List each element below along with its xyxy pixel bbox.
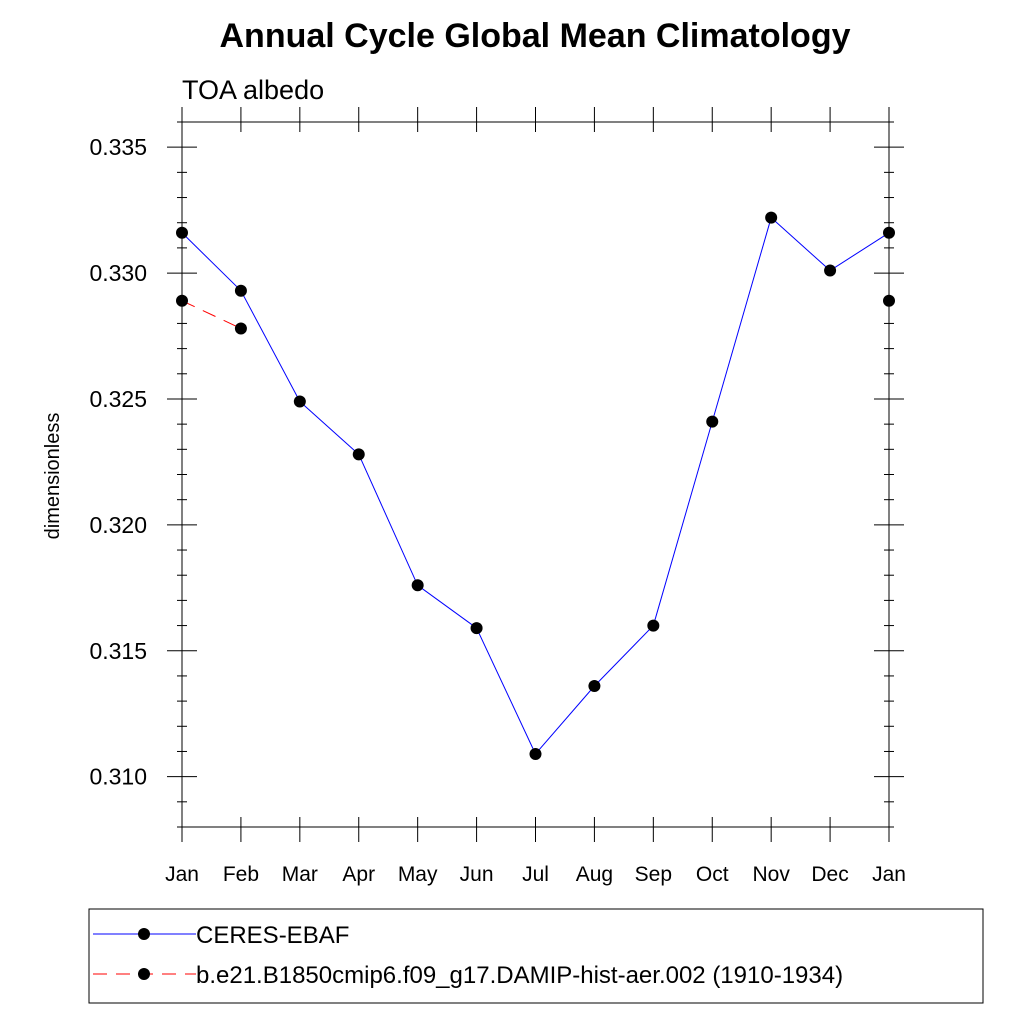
series-0-point (883, 226, 895, 239)
series-0-point (588, 680, 601, 692)
series-0 (176, 211, 895, 760)
series-0-segment (711, 217, 772, 422)
legend-label-ceres: CERES-EBAF (196, 922, 349, 949)
y-tick-label: 0.335 (89, 134, 147, 160)
y-axis-label: dimensionless (42, 413, 64, 540)
x-tick-label: Dec (811, 863, 848, 886)
series-0-point (176, 226, 188, 239)
series-0-point (765, 211, 778, 224)
series-0-segment (358, 454, 419, 586)
series-1-point (234, 322, 247, 335)
series-0-point (411, 579, 424, 592)
series-0-point (529, 747, 542, 760)
chart-title: Annual Cycle Global Mean Climatology (220, 17, 851, 55)
series-0-segment (417, 584, 477, 629)
x-tick-label: Aug (576, 863, 613, 886)
x-tick-label: Feb (223, 863, 259, 886)
legend-entry-ceres: CERES-EBAF (93, 922, 349, 949)
series-0-segment (240, 290, 301, 402)
series-1-segment (181, 300, 242, 329)
y-tick-label: 0.315 (89, 638, 147, 664)
series-0-point (234, 284, 247, 297)
series-0-point (647, 619, 660, 632)
legend-marker-model (138, 968, 150, 980)
series-1-point (883, 294, 895, 307)
series-1 (176, 294, 895, 335)
x-tick-label: Jun (460, 863, 494, 886)
series-0-segment (652, 421, 713, 626)
y-tick-label: 0.330 (89, 260, 147, 286)
series-0-point (706, 415, 719, 428)
series-0-segment (535, 685, 595, 755)
ticks-layer: 0.310 0.315 0.320 0.325 0.330 0.335 Jan Feb Mar A… (89, 107, 906, 886)
legend-entry-model: b.e21.B1850cmip6.f09_g17.DAMIP-hist-aer.… (93, 962, 843, 989)
x-tick-label: May (398, 863, 438, 886)
series-0-segment (299, 401, 360, 455)
x-tick-label: Nov (752, 863, 790, 886)
x-tick-label: Mar (282, 863, 318, 886)
series-0-segment (594, 625, 654, 687)
legend-marker-ceres (138, 928, 150, 940)
series-0-point (293, 395, 306, 408)
chart-subtitle: TOA albedo (182, 75, 324, 105)
y-tick-label: 0.310 (89, 764, 147, 790)
series-0-point (470, 622, 483, 635)
series-0-point (824, 264, 837, 277)
series-0-segment (829, 232, 890, 271)
x-tick-label: Oct (696, 863, 729, 886)
y-tick-label: 0.320 (89, 512, 147, 538)
series-layer (176, 211, 895, 760)
legend-box (88, 908, 984, 1004)
y-tick-label: 0.325 (89, 386, 147, 412)
series-0-point (352, 448, 365, 461)
series-0-segment (476, 627, 536, 755)
series-0-segment (181, 232, 242, 292)
legend-label-model: b.e21.B1850cmip6.f09_g17.DAMIP-hist-aer.… (196, 962, 843, 989)
x-tick-label: Jan (165, 863, 199, 886)
x-tick-label: Apr (342, 863, 375, 886)
x-tick-label: Jan (872, 863, 906, 886)
x-tick-label: Sep (635, 863, 672, 886)
series-1-point (176, 294, 188, 307)
legend: CERES-EBAF b.e21.B1850cmip6.f09_g17.DAMI… (88, 908, 984, 1004)
x-tick-label: Jul (522, 863, 549, 886)
series-0-segment (770, 217, 831, 271)
